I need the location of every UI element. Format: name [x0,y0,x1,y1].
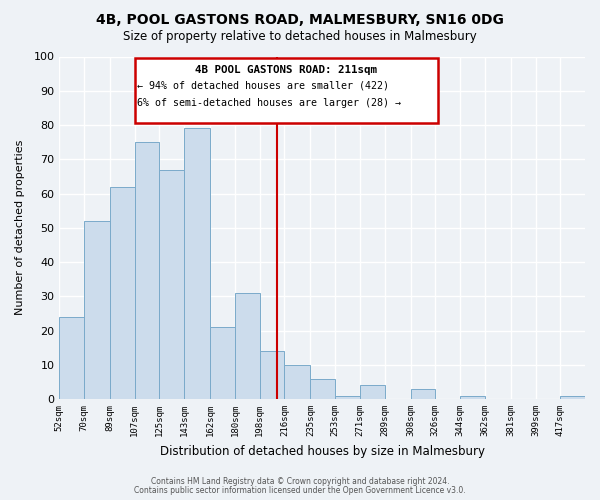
Bar [284,365,310,399]
Bar [184,128,210,399]
Text: 4B, POOL GASTONS ROAD, MALMESBURY, SN16 0DG: 4B, POOL GASTONS ROAD, MALMESBURY, SN16 … [96,12,504,26]
Bar [235,293,260,399]
Bar [460,396,485,399]
Bar [260,351,284,399]
Bar [110,186,135,399]
Text: Contains HM Land Registry data © Crown copyright and database right 2024.: Contains HM Land Registry data © Crown c… [151,477,449,486]
Y-axis label: Number of detached properties: Number of detached properties [15,140,25,316]
Text: ← 94% of detached houses are smaller (422): ← 94% of detached houses are smaller (42… [137,80,389,90]
Text: Contains public sector information licensed under the Open Government Licence v3: Contains public sector information licen… [134,486,466,495]
Bar [560,396,585,399]
Text: Size of property relative to detached houses in Malmesbury: Size of property relative to detached ho… [123,30,477,43]
Bar [210,327,235,399]
Bar [84,221,110,399]
Text: 4B POOL GASTONS ROAD: 211sqm: 4B POOL GASTONS ROAD: 211sqm [196,65,377,75]
Bar [360,386,385,399]
Bar [59,317,84,399]
Text: 6% of semi-detached houses are larger (28) →: 6% of semi-detached houses are larger (2… [137,98,401,108]
X-axis label: Distribution of detached houses by size in Malmesbury: Distribution of detached houses by size … [160,444,485,458]
Bar [135,142,160,399]
Bar [335,396,360,399]
FancyBboxPatch shape [135,58,438,124]
Bar [310,378,335,399]
Bar [410,389,436,399]
Bar [160,170,184,399]
